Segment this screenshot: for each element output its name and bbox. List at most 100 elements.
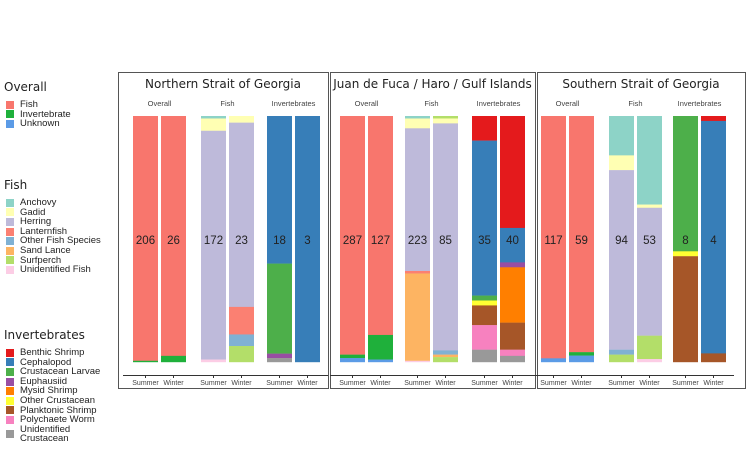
bar-segment-unidentified-fish bbox=[637, 359, 662, 363]
legend-swatch bbox=[6, 377, 14, 386]
x-tick-label: Winter bbox=[435, 380, 456, 387]
group-title: Fish bbox=[628, 99, 642, 108]
legend-label: Lanternfish bbox=[20, 225, 68, 237]
bar-segment-benthic-shrimp bbox=[472, 116, 497, 141]
legend-label: Surfperch bbox=[20, 254, 62, 266]
legend-title: Overall bbox=[4, 80, 47, 94]
bar-count-label: 117 bbox=[544, 235, 562, 247]
legend-swatch bbox=[6, 246, 14, 255]
bar-segment-fish bbox=[368, 116, 393, 336]
legend-label: Other Crustacean bbox=[20, 394, 95, 406]
bar-segment-herring bbox=[433, 123, 458, 351]
legend-item: Sand Lance bbox=[6, 246, 120, 256]
bar-count-label: 85 bbox=[439, 235, 452, 247]
bar-segment-unknown bbox=[569, 355, 594, 363]
legend-item: Herring bbox=[6, 217, 120, 227]
bar-count-label: 94 bbox=[615, 235, 628, 247]
legend-label: Herring bbox=[20, 216, 52, 228]
legend-swatch bbox=[6, 237, 14, 246]
panel-border bbox=[330, 72, 536, 389]
bar-segment-lanternfish bbox=[229, 306, 254, 335]
x-tick-label: Summer bbox=[672, 380, 699, 387]
legend-label: Benthic Shrimp bbox=[20, 347, 85, 358]
legend-swatch bbox=[6, 396, 14, 405]
bar-segment-surfperch bbox=[433, 116, 458, 119]
bar-segment-other-fish-species bbox=[229, 334, 254, 347]
bar-count-label: 127 bbox=[371, 235, 390, 247]
bar-count-label: 8 bbox=[682, 235, 688, 247]
bar-segment-surfperch bbox=[433, 357, 458, 363]
legend-label: Invertebrate bbox=[20, 108, 71, 120]
bar-segment-gadid bbox=[637, 204, 662, 208]
bar-segment-mysid-shrimp bbox=[500, 267, 525, 323]
legend-overall: Overall Fish Invertebrate Unknown bbox=[4, 80, 120, 178]
bar-segment-sand-lance bbox=[405, 273, 430, 361]
bar-count-label: 172 bbox=[204, 235, 223, 247]
legend-item: Planktonic Shrimp bbox=[6, 405, 120, 416]
legend-swatch bbox=[6, 348, 14, 357]
bar-segment-benthic-shrimp bbox=[701, 116, 726, 122]
group-title: Invertebrates bbox=[477, 99, 521, 108]
bar-segment-fish bbox=[569, 116, 594, 353]
panel-title: Juan de Fuca / Haro / Gulf Islands bbox=[332, 77, 532, 91]
legend-swatch bbox=[6, 110, 14, 119]
bar-count-label: 35 bbox=[478, 235, 491, 247]
bar-segment-cephalopod bbox=[472, 140, 497, 296]
x-tick-label: Winter bbox=[571, 380, 592, 387]
x-tick-label: Winter bbox=[370, 380, 391, 387]
legend-invertebrates: Invertebrates Benthic Shrimp Cephalopod Cr… bbox=[4, 328, 120, 444]
bar-segment-other-crustacean bbox=[472, 300, 497, 306]
group-title: Overall bbox=[148, 99, 172, 108]
bar-segment-euphausiid bbox=[500, 262, 525, 268]
panel-title: Northern Strait of Georgia bbox=[145, 77, 301, 91]
legend-swatch bbox=[6, 415, 14, 424]
bar-count-label: 206 bbox=[136, 235, 155, 247]
bar-segment-crustacean-larvae bbox=[267, 263, 292, 354]
bar-segment-anchovy bbox=[609, 116, 634, 156]
bar-count-label: 287 bbox=[343, 235, 362, 247]
bar-segment-planktonic-shrimp bbox=[701, 353, 726, 363]
bar-segment-unidentified-crustacean bbox=[267, 358, 292, 363]
legend-swatch bbox=[6, 430, 14, 439]
bar-segment-gadid bbox=[201, 118, 226, 131]
legend-fish: Fish Anchovy Gadid Herring Lanternfish Other… bbox=[4, 178, 120, 328]
bar-segment-benthic-shrimp bbox=[500, 116, 525, 229]
x-tick-label: Winter bbox=[639, 380, 660, 387]
legend-item: Other Crustacean bbox=[6, 396, 120, 406]
bar-count-label: 53 bbox=[643, 235, 656, 247]
bar-segment-cephalopod bbox=[500, 227, 525, 263]
bar-segment-other-fish-species bbox=[609, 349, 634, 355]
bar-segment-crustacean-larvae bbox=[673, 116, 698, 252]
bar-count-label: 23 bbox=[235, 235, 248, 247]
x-tick-label: Summer bbox=[132, 380, 159, 387]
bar-count-label: 3 bbox=[304, 235, 310, 247]
legend-label: Sand Lance bbox=[20, 244, 71, 256]
legend-swatch bbox=[6, 358, 14, 367]
x-tick-label: Summer bbox=[200, 380, 227, 387]
bar-segment-unidentified-fish bbox=[201, 359, 226, 363]
x-tick-label: Winter bbox=[297, 380, 318, 387]
legend-swatch bbox=[6, 217, 14, 226]
x-tick-label: Winter bbox=[163, 380, 184, 387]
bar-segment-polychaete-worm bbox=[472, 325, 497, 350]
bar-segment-unidentified-crustacean bbox=[500, 355, 525, 363]
legend-item: Unidentified Fish bbox=[6, 265, 120, 275]
bar-segment-unidentified-crustacean bbox=[472, 349, 497, 363]
x-tick-label: Summer bbox=[540, 380, 567, 387]
bar-count-label: 18 bbox=[273, 235, 286, 247]
panel-border bbox=[118, 72, 329, 389]
bar-segment-invertebrate bbox=[161, 355, 186, 363]
legend-swatch bbox=[6, 406, 14, 415]
panel-border bbox=[537, 72, 746, 389]
legend-label: Crustacean Larvae bbox=[20, 366, 101, 378]
bar-segment-surfperch bbox=[637, 335, 662, 360]
legend-item: Other Fish Species bbox=[6, 236, 120, 246]
bar-segment-anchovy bbox=[637, 116, 662, 205]
bar-segment-cephalopod bbox=[295, 116, 320, 363]
legend-label: Anchovy bbox=[20, 197, 57, 208]
legend-swatch bbox=[6, 208, 14, 217]
group-title: Invertebrates bbox=[272, 99, 316, 108]
bar-segment-herring bbox=[637, 207, 662, 336]
bar-segment-unknown bbox=[340, 358, 365, 363]
